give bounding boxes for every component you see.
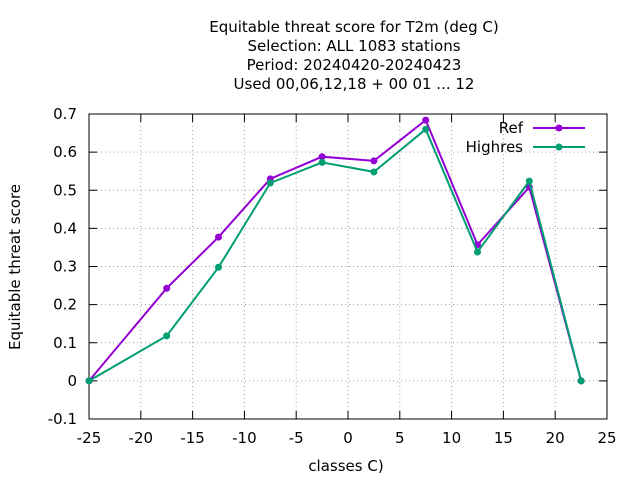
legend-marker-highres [555,143,563,151]
series-ref [85,116,585,385]
x-tick-label: -25 [77,429,102,447]
y-tick-label: 0.6 [53,143,77,161]
x-tick-label: 0 [343,429,353,447]
title-line-1: Equitable threat score for T2m (deg C) [209,18,499,36]
title-line-2: Selection: ALL 1083 stations [247,37,460,55]
legend: Ref Highres [466,119,585,156]
data-point-ref [422,116,430,124]
series-highres [85,125,585,385]
data-point-highres [474,248,481,256]
y-tick-label: 0.7 [53,105,77,123]
data-point-highres [318,158,326,166]
y-axis-label: Equitable threat score [6,184,24,350]
data-point-highres [525,177,533,185]
y-tick-label: 0 [67,372,77,390]
x-tick-label: 10 [442,429,461,447]
legend-marker-ref [555,124,563,132]
data-point-highres [85,377,93,385]
legend-label-ref: Ref [499,119,524,137]
y-tick-label: 0.4 [53,219,77,237]
data-point-ref [215,233,222,241]
legend-label-highres: Highres [466,138,524,156]
data-point-highres [215,263,222,271]
x-axis-label: classes C) [308,457,383,475]
x-tick-labels: -25 -20 -15 -10 -5 0 5 10 15 20 25 [77,429,617,447]
data-point-ref [370,157,378,165]
chart-title: Equitable threat score for T2m (deg C) S… [209,18,499,93]
y-tick-label: 0.5 [53,181,77,199]
data-point-ref [163,284,171,292]
plot-frame [88,113,608,420]
x-tick-label: -20 [129,429,154,447]
x-tick-label: 25 [597,429,616,447]
data-point-highres [163,332,171,340]
data-point-highres [266,179,274,187]
x-tick-label: 20 [546,429,565,447]
data-point-highres [370,168,378,176]
x-tick-label: -5 [289,429,304,447]
data-point-highres [577,377,585,385]
y-tick-label: -0.1 [48,410,77,428]
x-tick-label: 5 [395,429,405,447]
x-tick-label: -10 [232,429,257,447]
series-line-ref [88,118,583,382]
series-line-highres [88,127,583,382]
x-tick-label: 15 [494,429,513,447]
y-tick-label: 0.1 [53,334,77,352]
y-tick-label: 0.2 [53,296,77,314]
series-layer [85,116,585,385]
title-line-3: Period: 20240420-20240423 [247,56,462,74]
y-tick-label: 0.3 [53,258,77,276]
x-tick-label: -15 [180,429,205,447]
grid-lines [89,114,607,419]
y-tick-labels: -0.1 0 0.1 0.2 0.3 0.4 0.5 0.6 0.7 [48,105,77,428]
data-point-ref [318,153,326,161]
data-point-highres [422,125,430,133]
title-line-4: Used 00,06,12,18 + 00 01 ... 12 [234,75,475,93]
